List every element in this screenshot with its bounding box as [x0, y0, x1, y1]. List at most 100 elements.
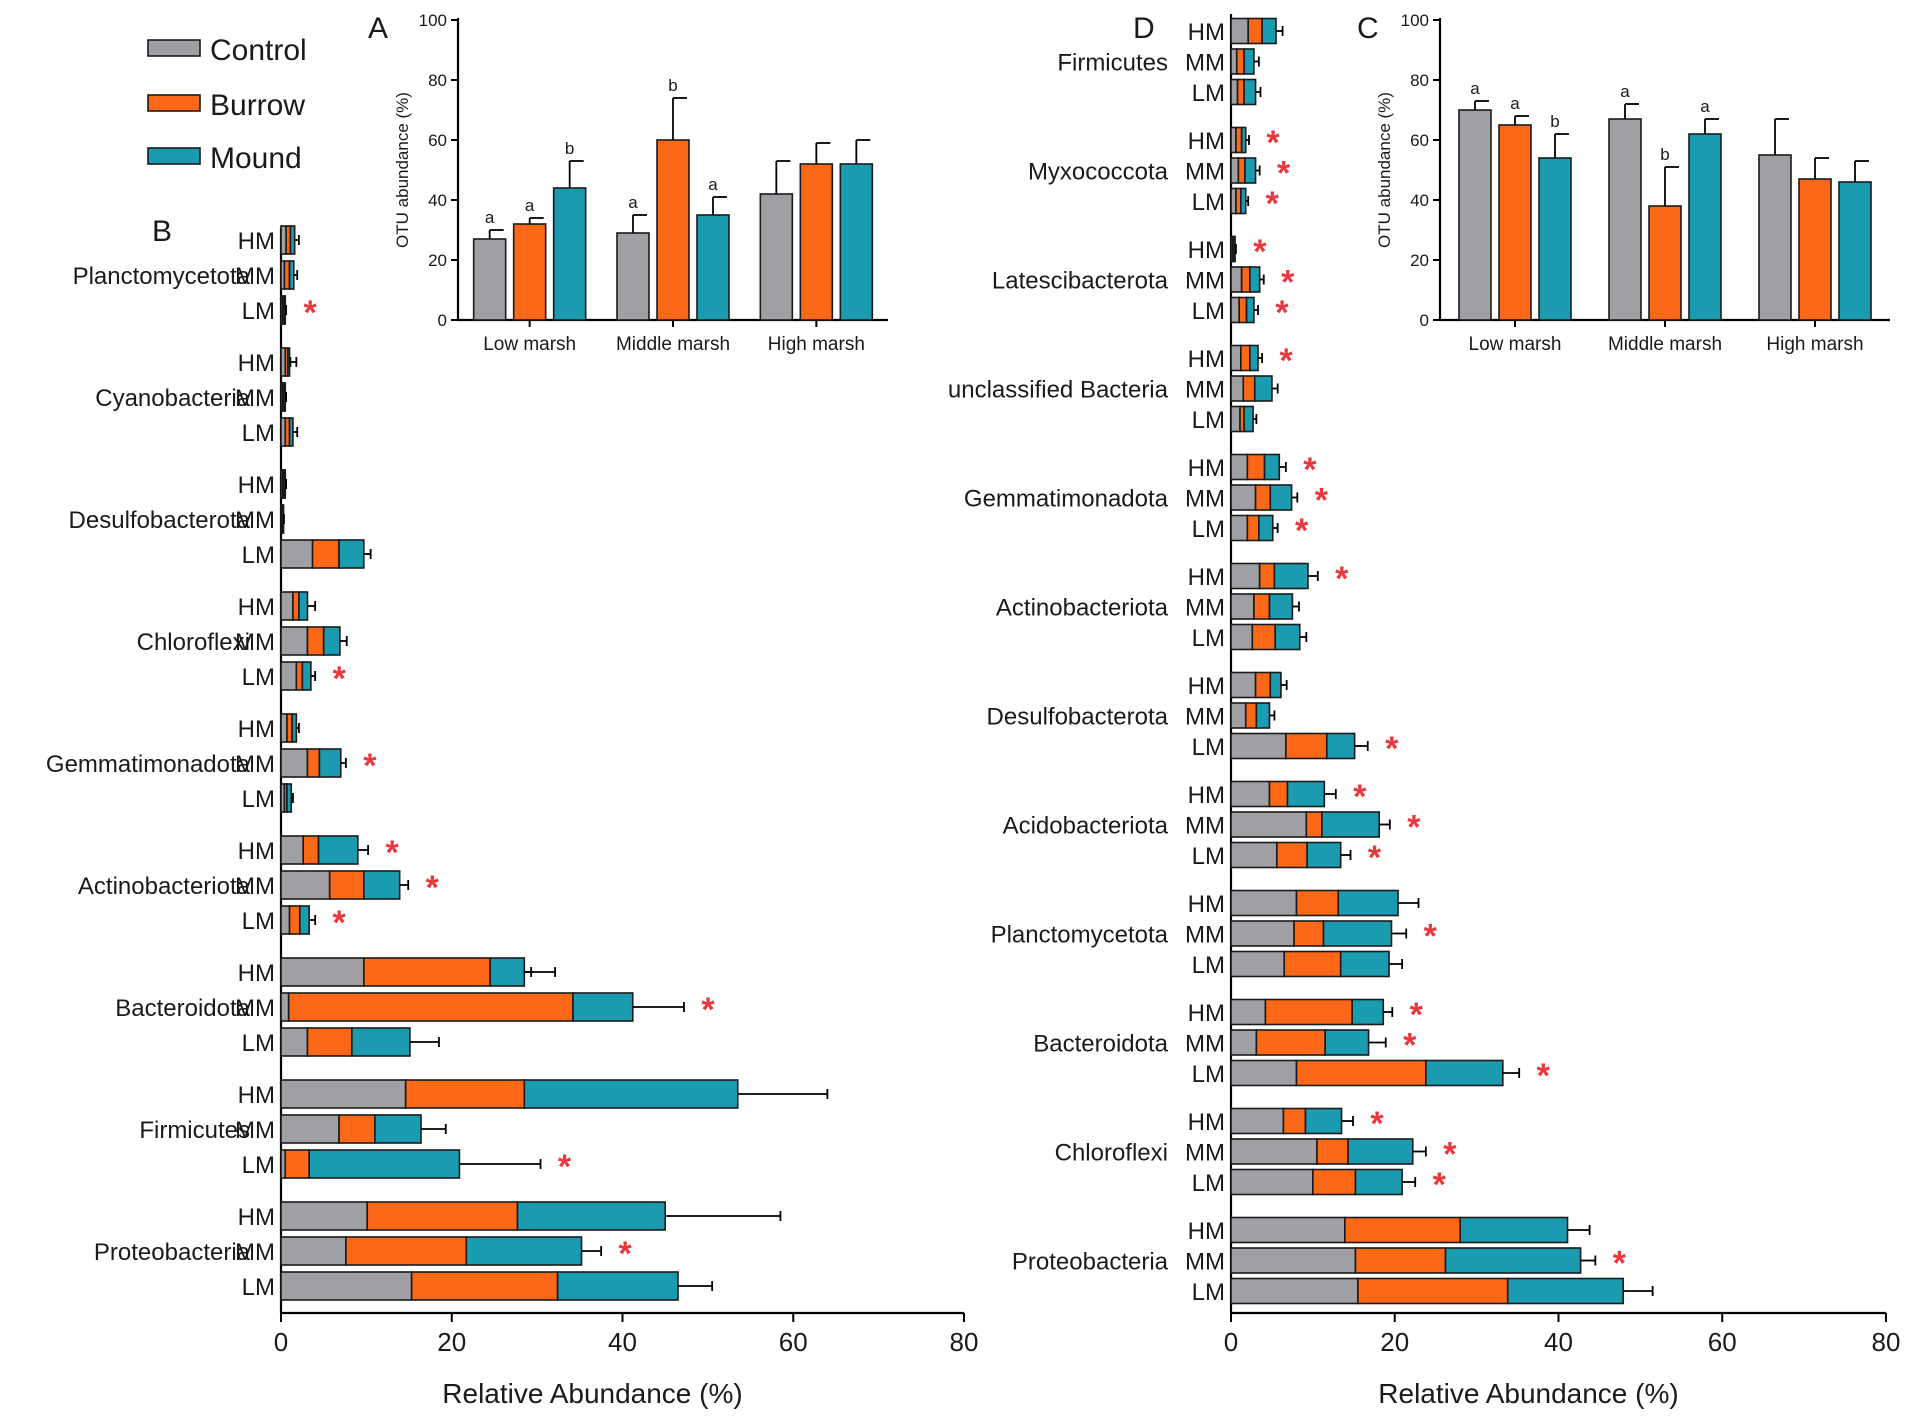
panel-d-bar-acidobacteriota-mm-control: [1230, 811, 1308, 838]
legend-item-burrow: Burrow: [147, 89, 305, 122]
panel-b-bar-bacteroidota-hm-mound: [489, 957, 526, 987]
panel-c-y-tick-label: 20: [1410, 251, 1429, 270]
panel-a-y-tick-label: 100: [419, 11, 447, 30]
panel-d-bar-unclassified-bacteria-mm-burrow: [1242, 375, 1256, 402]
panel-d-bar-desulfobacterota-hm-burrow: [1254, 671, 1272, 699]
panel-b-level-label: MM: [235, 1117, 275, 1144]
panel-d-bar-desulfobacterota-lm-burrow: [1285, 732, 1328, 760]
panel-d-significance-star: *: [1315, 482, 1329, 520]
panel-b-bar-proteobacteria-mm-mound: [465, 1236, 583, 1266]
panel-b-bar-gemmatimonadota-mm-control: [280, 748, 309, 778]
panel-b-bar-actinobacteriota-mm-control: [280, 870, 331, 900]
panel-d-level-label: MM: [1185, 1140, 1225, 1167]
panel-d-level-label: LM: [1192, 734, 1225, 761]
panel-b-error-bar: [524, 967, 556, 977]
panel-d-bar-chloroflexi-hm-control: [1230, 1107, 1285, 1135]
panel-b-phylum-label: Desulfobacterota: [69, 507, 251, 534]
panel-d-level-label: MM: [1185, 377, 1225, 404]
panel-b-x-tick-label: 60: [779, 1327, 808, 1357]
panel-b-bar-cyanobacteria-hm-mound: [287, 347, 291, 377]
panel-b-level-label: LM: [242, 542, 275, 569]
panel-d-bar-proteobacteria-mm-burrow: [1354, 1247, 1447, 1274]
panel-d-level-label: MM: [1185, 159, 1225, 186]
panel-a-y-tick-label: 60: [428, 131, 447, 150]
panel-d-error-bar: [1379, 819, 1391, 830]
panel-d-level-label: MM: [1185, 813, 1225, 840]
panel-a-significance-letter: a: [628, 193, 638, 212]
panel-b-significance-star: *: [385, 834, 399, 872]
panel-b-bar-firmicutes-hm-mound: [523, 1079, 739, 1109]
panel-letter-b: B: [152, 215, 172, 248]
panel-b-bar-firmicutes-lm-mound: [308, 1149, 461, 1179]
panel-d-significance-star: *: [1253, 233, 1267, 271]
panel-b-bar-chloroflexi-hm-mound: [298, 591, 309, 621]
panel-d-significance-star: *: [1295, 512, 1309, 550]
panel-b-error-bar: [399, 880, 410, 890]
panel-d-significance-star: *: [1410, 996, 1424, 1034]
panel-a-error-bar: [568, 160, 584, 188]
panel-d-error-bar: [1279, 462, 1287, 472]
panel-d-error-bar: [1307, 571, 1319, 581]
panel-b-stacked-bars: 0 20 40 60 80 Relative Abundance (%) HM MM LM * Pl…: [46, 225, 978, 1409]
panel-a-error-bar: [855, 139, 871, 164]
panel-d-bar-chloroflexi-hm-burrow: [1282, 1107, 1307, 1135]
panel-d-bar-firmicutes-mm-mound: [1243, 48, 1255, 75]
panel-b-level-label: MM: [235, 995, 275, 1022]
panel-a-error-bar: [528, 217, 544, 224]
panel-b-error-bar: [291, 793, 294, 803]
panel-b-level-label: HM: [238, 350, 275, 377]
panel-a-significance-letter: a: [525, 196, 535, 215]
panel-d-bar-myxococcota-mm-control: [1230, 157, 1240, 184]
legend-swatch-control: [147, 39, 201, 57]
panel-d-bar-gemmatimonadota-lm-mound: [1258, 514, 1274, 542]
panel-c-error-bar: [1774, 118, 1789, 155]
panel-b-level-label: HM: [238, 472, 275, 499]
panel-c-bar-mound-low-marsh: [1538, 157, 1572, 321]
panel-d-bar-planctomycetota-hm-mound: [1337, 889, 1399, 917]
panel-d-error-bar: [1580, 1255, 1597, 1266]
panel-c-error-bar: [1624, 103, 1639, 119]
panel-d-error-bar: [1255, 165, 1261, 176]
panel-d-error-bar: [1623, 1286, 1654, 1296]
panel-d-x-tick-label: 60: [1708, 1327, 1737, 1357]
panel-d-level-label: LM: [1192, 1279, 1225, 1306]
panel-b-error-bar: [294, 235, 300, 245]
panel-d-error-bar: [1235, 244, 1237, 254]
panel-d-bar-firmicutes-hm-control: [1230, 17, 1249, 45]
panel-c-bar-burrow-low-marsh: [1498, 124, 1532, 321]
panel-d-bar-gemmatimonadota-lm-control: [1230, 514, 1249, 542]
panel-b-significance-star: *: [426, 869, 440, 907]
panel-b-bar-chloroflexi-mm-control: [280, 626, 309, 656]
panel-b-level-label: MM: [235, 385, 275, 412]
panel-d-error-bar: [1253, 56, 1260, 67]
panel-b-significance-star: *: [333, 904, 347, 942]
panel-c-significance-letter: a: [1700, 97, 1710, 116]
panel-d-bar-latescibacterota-hm-mound: [1233, 235, 1236, 263]
panel-b-level-label: MM: [235, 873, 275, 900]
panel-b-level-label: MM: [235, 751, 275, 778]
panel-b-error-bar: [285, 305, 288, 315]
panel-d-bar-bacteroidota-hm-burrow: [1264, 998, 1353, 1026]
panel-d-phylum-label: Latescibacterota: [992, 268, 1169, 295]
panel-b-error-bar: [677, 1281, 714, 1291]
panel-a-significance-letter: a: [485, 208, 495, 227]
panel-b-level-label: MM: [235, 629, 275, 656]
panel-d-error-bar: [1340, 850, 1352, 860]
panel-d-x-tick-label: 40: [1544, 1327, 1573, 1357]
panel-b-bar-bacteroidota-mm-burrow: [287, 992, 574, 1022]
panel-c-y-axis-label: OTU abundance (%): [1375, 92, 1394, 248]
panel-a-error-bar: [815, 142, 831, 164]
panel-c-error-bar: [1704, 118, 1719, 134]
panel-b-bar-bacteroidota-lm-control: [280, 1027, 309, 1057]
panel-d-significance-star: *: [1613, 1245, 1627, 1283]
panel-d-error-bar: [1389, 959, 1404, 969]
panel-b-x-tick-label: 0: [274, 1327, 288, 1357]
panel-d-error-bar: [1253, 414, 1258, 424]
panel-b-bar-bacteroidota-hm-control: [280, 957, 365, 987]
panel-d-error-bar: [1502, 1068, 1521, 1078]
panel-d-error-bar: [1271, 383, 1279, 394]
panel-d-error-bar: [1245, 196, 1250, 206]
panel-a-bar-control-high-marsh: [759, 193, 794, 321]
panel-d-bar-actinobacteriota-lm-mound: [1274, 623, 1301, 651]
panel-d-bar-acidobacteriota-mm-burrow: [1305, 811, 1323, 838]
